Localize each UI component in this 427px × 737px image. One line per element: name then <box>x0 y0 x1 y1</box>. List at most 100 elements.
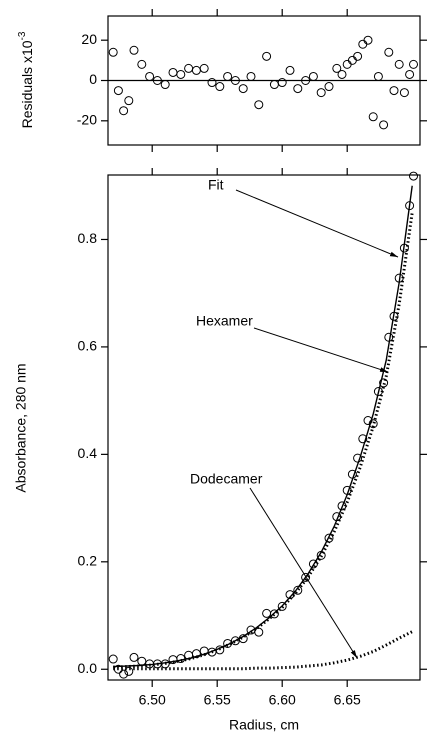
data-point <box>262 608 272 618</box>
data-point <box>129 45 139 55</box>
data-point <box>168 67 178 77</box>
data-point <box>145 71 155 81</box>
residual-axis-exponent: -3 <box>17 31 28 40</box>
data-point <box>353 51 363 61</box>
x-tick-label: 6.50 <box>139 692 166 708</box>
data-point <box>347 55 357 65</box>
residual-axis-title: Residuals x10-3 <box>17 31 35 128</box>
data-point <box>342 59 352 69</box>
data-point <box>394 59 404 69</box>
data-point <box>137 59 147 69</box>
data-point <box>342 485 352 495</box>
data-point <box>353 453 363 463</box>
data-point <box>191 649 201 659</box>
data-point <box>337 69 347 79</box>
data-point <box>124 96 134 106</box>
data-point <box>184 63 194 73</box>
data-point <box>358 39 368 49</box>
data-point <box>389 311 399 321</box>
data-point <box>191 65 201 75</box>
data-point <box>199 63 209 73</box>
data-point <box>119 669 129 679</box>
data-point <box>254 100 264 110</box>
data-point <box>119 106 129 116</box>
data-point <box>246 71 256 81</box>
data-point <box>332 63 342 73</box>
data-point <box>399 243 409 253</box>
data-point <box>124 666 134 676</box>
data-point <box>384 47 394 57</box>
data-point <box>223 71 233 81</box>
data-point <box>379 378 389 388</box>
data-point <box>160 80 170 90</box>
data-point <box>230 76 240 85</box>
data-point <box>254 627 264 637</box>
data-point <box>108 654 118 664</box>
y-tick-label: 0.2 <box>78 553 98 569</box>
data-point <box>409 171 418 181</box>
y-tick-label: 20 <box>81 31 97 47</box>
data-point <box>160 659 170 669</box>
y-tick-label: 0.8 <box>78 230 98 246</box>
data-point <box>324 82 334 92</box>
curve <box>113 185 413 668</box>
data-point <box>301 572 311 582</box>
data-point <box>316 550 326 560</box>
data-point <box>215 645 225 655</box>
data-point <box>269 609 279 619</box>
data-point <box>129 652 139 662</box>
data-point <box>337 501 347 511</box>
data-point <box>215 82 225 92</box>
data-point <box>384 332 394 342</box>
x-axis-title: Radius, cm <box>229 717 299 733</box>
data-point <box>238 634 248 644</box>
curve <box>113 212 414 669</box>
fit-annotation: Fit <box>208 177 224 193</box>
hexamer-arrow <box>253 327 389 373</box>
data-point <box>373 71 383 81</box>
data-point <box>223 638 233 648</box>
data-point <box>238 84 248 94</box>
data-point <box>379 120 389 130</box>
y-tick-label: 0.0 <box>78 660 98 676</box>
data-point <box>324 533 334 543</box>
data-point <box>137 656 147 666</box>
residual-axis-label: Residuals x10 <box>19 40 35 128</box>
data-point <box>285 590 295 600</box>
data-point <box>269 80 279 90</box>
data-point <box>347 469 357 479</box>
dodecamer-annotation: Dodecamer <box>190 471 263 487</box>
data-point <box>368 112 378 122</box>
data-point <box>277 601 287 611</box>
dodecamer-arrow <box>249 487 358 659</box>
y-tick-label: 0.4 <box>78 445 98 461</box>
data-point <box>207 78 217 88</box>
y-tick-label: 0 <box>89 71 97 87</box>
data-point <box>293 84 303 94</box>
data-point <box>332 512 342 522</box>
fit-arrow <box>235 189 399 258</box>
data-point <box>308 71 318 81</box>
data-point <box>389 86 399 96</box>
data-point <box>363 416 373 426</box>
data-point <box>316 88 326 98</box>
data-point <box>368 419 378 429</box>
absorbance-axis-title: Absorbance, 280 nm <box>13 363 29 492</box>
data-point <box>262 51 272 61</box>
y-tick-label: -20 <box>77 112 97 128</box>
data-point <box>301 76 311 85</box>
data-point <box>113 664 123 674</box>
data-point <box>405 201 415 211</box>
data-point <box>358 434 368 444</box>
data-point <box>108 47 118 57</box>
data-point <box>176 654 186 664</box>
data-point <box>152 76 162 85</box>
x-tick-label: 6.60 <box>269 692 296 708</box>
data-point <box>394 273 404 283</box>
data-point <box>363 35 373 45</box>
data-point <box>405 69 415 79</box>
data-point <box>293 585 303 595</box>
hexamer-annotation: Hexamer <box>196 313 253 329</box>
absorbance-frame <box>107 174 421 681</box>
